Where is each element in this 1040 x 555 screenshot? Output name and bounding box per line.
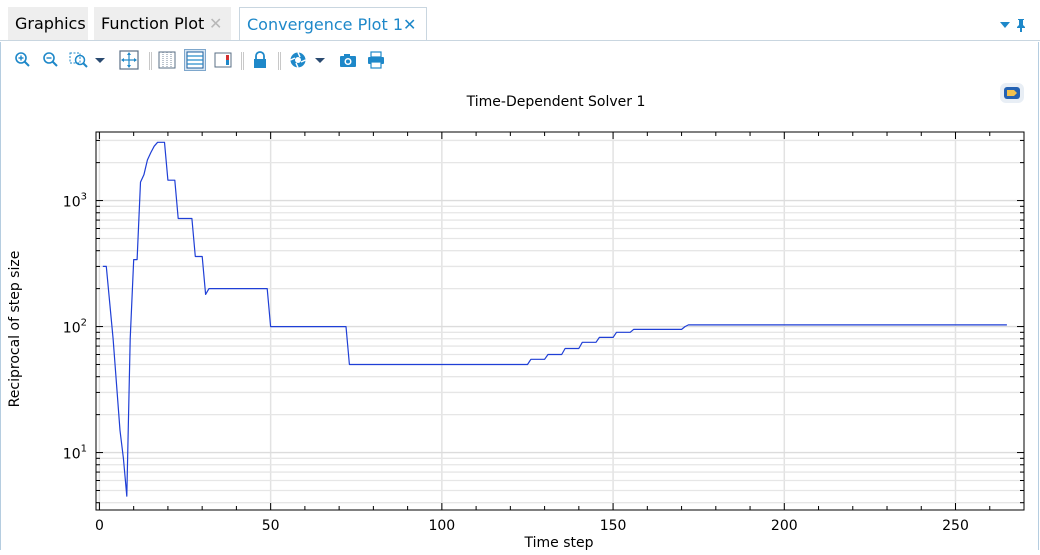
y-tick-exponent: 2	[81, 318, 87, 329]
close-icon[interactable]: ✕	[209, 14, 223, 33]
show-grid-icon[interactable]	[156, 49, 178, 71]
lock-axis-icon[interactable]	[249, 49, 271, 71]
y-tick-label: 103	[63, 192, 87, 211]
x-tick-label: 100	[428, 518, 455, 534]
x-tick-labels: 0 50 100 150 200 250	[95, 518, 969, 534]
y-tick-base: 10	[63, 321, 81, 337]
x-tick-label: 200	[771, 518, 798, 534]
chart-title: Time-Dependent Solver 1	[466, 94, 646, 110]
toolbar-separator	[149, 52, 152, 70]
tab-function-plot-label: Function Plot	[101, 14, 205, 33]
zoom-extents-icon[interactable]	[118, 49, 140, 71]
y-tick-label: 101	[63, 444, 87, 463]
legend-icon[interactable]	[212, 49, 234, 71]
x-tick-label: 50	[262, 518, 280, 534]
dropdown-arrow-icon[interactable]	[312, 49, 328, 71]
tab-graphics[interactable]: Graphics	[8, 7, 88, 40]
tab-divider	[0, 40, 1040, 41]
y-tick-base: 10	[63, 195, 81, 211]
axis-icon[interactable]	[184, 49, 206, 71]
zoom-in-icon[interactable]	[12, 49, 34, 71]
grid-lines	[96, 132, 1024, 510]
tick-marks	[96, 132, 1024, 510]
plot-settings-icon[interactable]	[1000, 83, 1024, 103]
view-menu-icon[interactable]	[998, 16, 1028, 34]
plot-frame	[95, 131, 1025, 511]
zoom-out-icon[interactable]	[40, 49, 62, 71]
y-tick-exponent: 3	[81, 192, 87, 203]
y-tick-exponent: 1	[81, 444, 87, 455]
y-tick-label: 102	[63, 318, 87, 337]
x-tick-label: 250	[942, 518, 969, 534]
tab-graphics-label: Graphics	[15, 14, 86, 33]
camera-icon[interactable]	[337, 49, 359, 71]
toolbar-separator	[278, 52, 281, 70]
series-layer	[102, 141, 1007, 497]
x-axis-label: Time step	[524, 535, 594, 551]
tab-convergence-plot[interactable]: Convergence Plot 1 ✕	[239, 7, 427, 40]
tab-convergence-plot-label: Convergence Plot 1	[247, 15, 403, 34]
tab-bar: Graphics Function Plot ✕ Convergence Plo…	[0, 0, 1040, 42]
zoom-box-icon[interactable]	[68, 49, 90, 71]
y-tick-base: 10	[63, 447, 81, 463]
color-table-icon[interactable]	[287, 49, 309, 71]
x-tick-label: 150	[600, 518, 627, 534]
tab-function-plot[interactable]: Function Plot ✕	[94, 7, 231, 40]
plot-area: 0 50 100 150 200 250 101 102 103 Time-Dependent…	[0, 76, 1040, 551]
print-icon[interactable]	[365, 49, 387, 71]
x-tick-label: 0	[95, 518, 104, 534]
y-axis-label: Reciprocal of step size	[7, 251, 23, 408]
dropdown-arrow-icon[interactable]	[92, 49, 108, 71]
close-icon[interactable]: ✕	[403, 15, 417, 34]
series-line	[102, 141, 1007, 497]
plot-toolbar	[0, 42, 1040, 76]
toolbar-separator	[241, 52, 244, 70]
